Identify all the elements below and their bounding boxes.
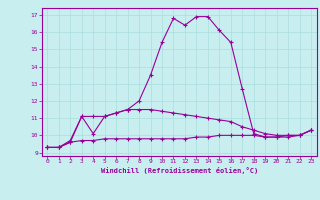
X-axis label: Windchill (Refroidissement éolien,°C): Windchill (Refroidissement éolien,°C)	[100, 167, 258, 174]
